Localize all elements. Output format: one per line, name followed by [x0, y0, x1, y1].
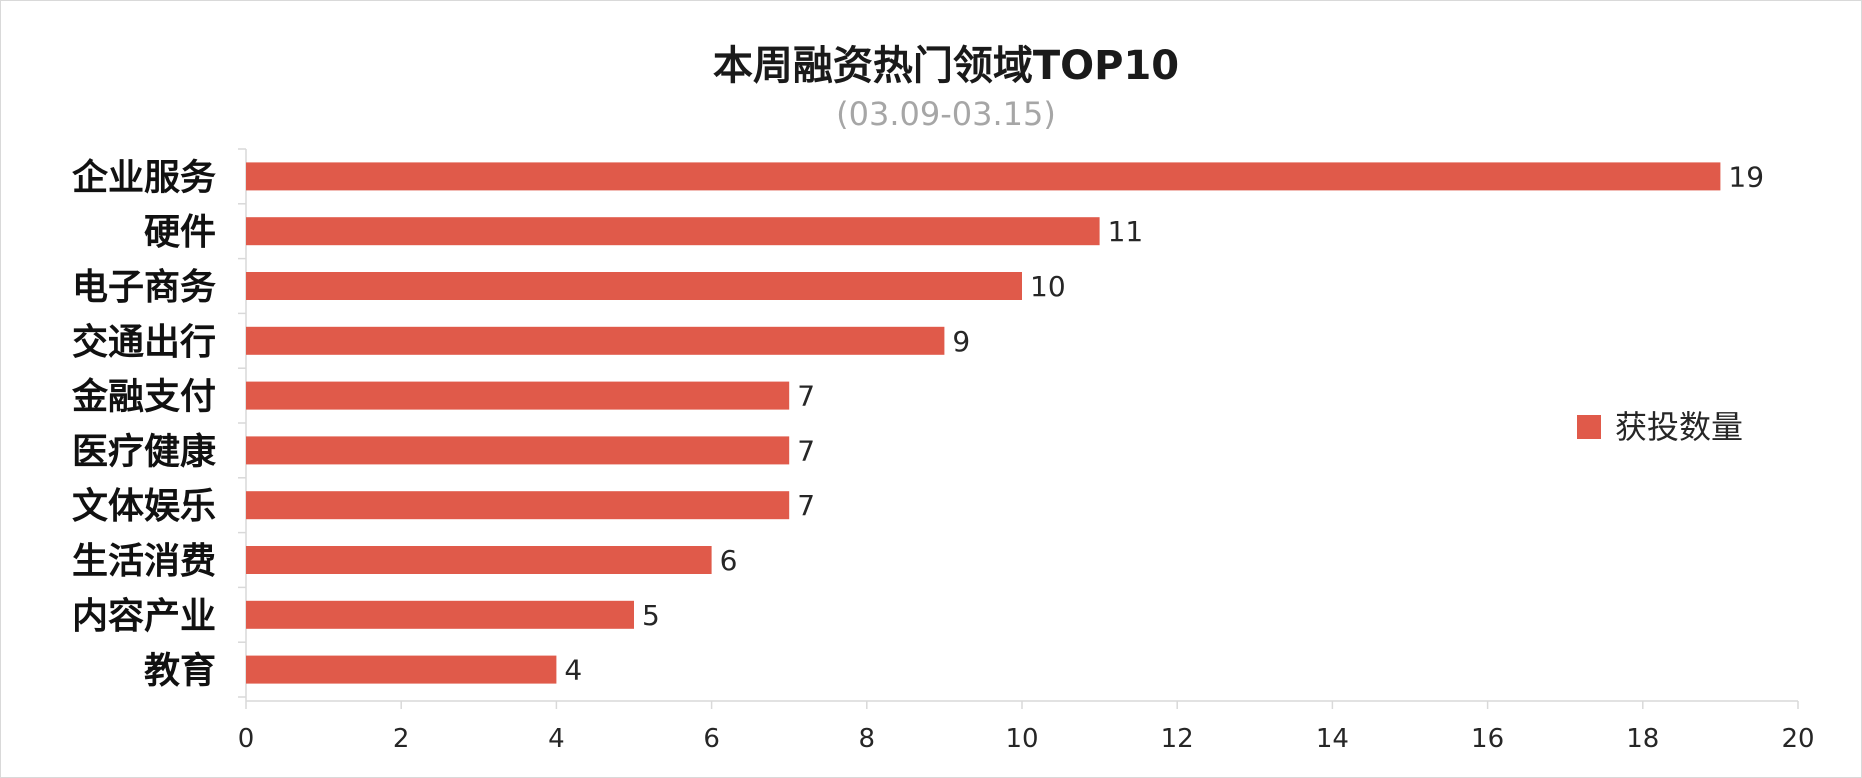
data-label: 5 [642, 599, 660, 632]
data-label: 7 [797, 434, 815, 467]
category-label: 文体娱乐 [72, 486, 216, 527]
bar [246, 217, 1100, 246]
x-tick-label: 20 [1781, 724, 1814, 754]
category-label: 医疗健康 [72, 430, 216, 472]
bar [246, 546, 712, 574]
chart-subtitle: (03.09-03.15) [836, 95, 1056, 133]
bar [246, 491, 790, 520]
legend-label: 获投数量 [1615, 408, 1743, 446]
category-label: 金融支付 [71, 376, 216, 418]
x-tick-label: 4 [548, 724, 565, 754]
x-tick-label: 18 [1626, 724, 1659, 754]
bar [246, 162, 1721, 191]
bar [246, 272, 1022, 300]
labels: 企业服务 19 硬件 11 电子商务 10 交通出行 9 金融支付 7 医疗健康 7 文体娱乐 7 生活消费… [71, 156, 1764, 691]
category-label: 内容产业 [72, 596, 216, 637]
x-tick-label: 2 [393, 724, 410, 754]
legend-swatch [1577, 415, 1601, 439]
category-label: 硬件 [144, 212, 216, 253]
bar [246, 381, 790, 410]
x-tick-label: 12 [1161, 724, 1194, 754]
x-tick-label: 16 [1471, 724, 1504, 754]
category-label: 教育 [144, 651, 216, 692]
data-label: 7 [797, 380, 815, 413]
bar [246, 655, 557, 684]
data-label: 11 [1108, 215, 1144, 248]
category-label: 企业服务 [72, 156, 216, 198]
data-label: 10 [1030, 270, 1066, 303]
axes: 0 2 4 6 8 10 12 14 16 18 20 [238, 148, 1815, 754]
category-label: 电子商务 [72, 267, 216, 308]
data-label: 9 [952, 325, 970, 358]
bar [246, 600, 634, 629]
bar [246, 326, 945, 355]
chart-title: 本周融资热门领域TOP10 [713, 43, 1179, 89]
x-tick-label: 8 [859, 724, 876, 754]
data-label: 6 [720, 544, 738, 577]
bars [246, 162, 1721, 684]
legend: 获投数量 [1577, 408, 1743, 446]
data-label: 19 [1728, 160, 1764, 193]
bar [246, 436, 790, 465]
x-tick-label: 0 [238, 724, 255, 754]
data-label: 4 [564, 654, 582, 687]
x-tick-label: 14 [1316, 724, 1349, 754]
data-label: 7 [797, 489, 815, 522]
x-tick-label: 6 [703, 724, 720, 754]
category-label: 交通出行 [72, 321, 216, 363]
x-tick-label: 10 [1005, 724, 1038, 754]
category-label: 生活消费 [72, 541, 216, 582]
